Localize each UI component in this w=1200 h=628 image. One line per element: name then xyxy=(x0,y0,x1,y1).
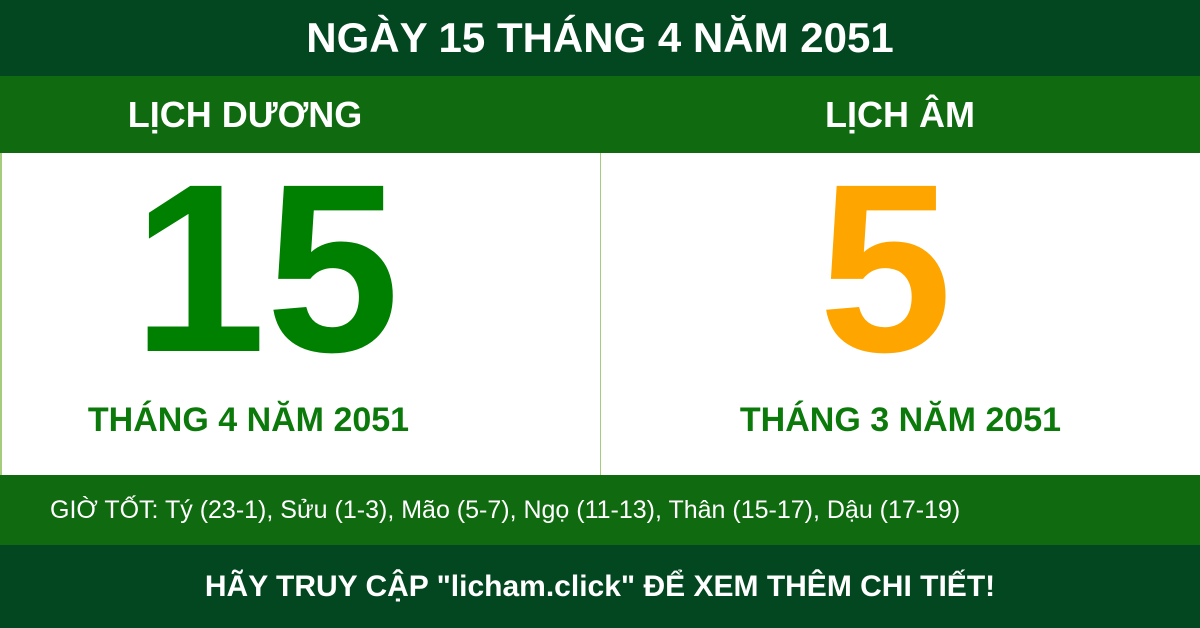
lunar-month-year: THÁNG 3 NĂM 2051 xyxy=(739,401,1062,439)
solar-day: 15 xyxy=(132,134,400,402)
good-hours: GIỜ TỐT: Tý (23-1), Sửu (1-3), Mão (5-7)… xyxy=(0,475,1200,545)
lunar-panel: 5 THÁNG 3 NĂM 2051 xyxy=(600,134,1200,475)
solar-panel: 15 THÁNG 4 NĂM 2051 xyxy=(0,134,600,475)
footer-cta: HÃY TRUY CẬP "licham.click" ĐỂ XEM THÊM … xyxy=(0,545,1200,628)
solar-calendar-label: LỊCH DƯƠNG xyxy=(127,93,363,135)
calendar-headers: LỊCH DƯƠNG LỊCH ÂM xyxy=(0,76,1200,153)
page-title: NGÀY 15 THÁNG 4 NĂM 2051 xyxy=(0,0,1200,76)
solar-month-year: THÁNG 4 NĂM 2051 xyxy=(87,401,410,439)
lunar-calendar-label: LỊCH ÂM xyxy=(825,93,975,135)
lunar-day: 5 xyxy=(818,134,953,402)
